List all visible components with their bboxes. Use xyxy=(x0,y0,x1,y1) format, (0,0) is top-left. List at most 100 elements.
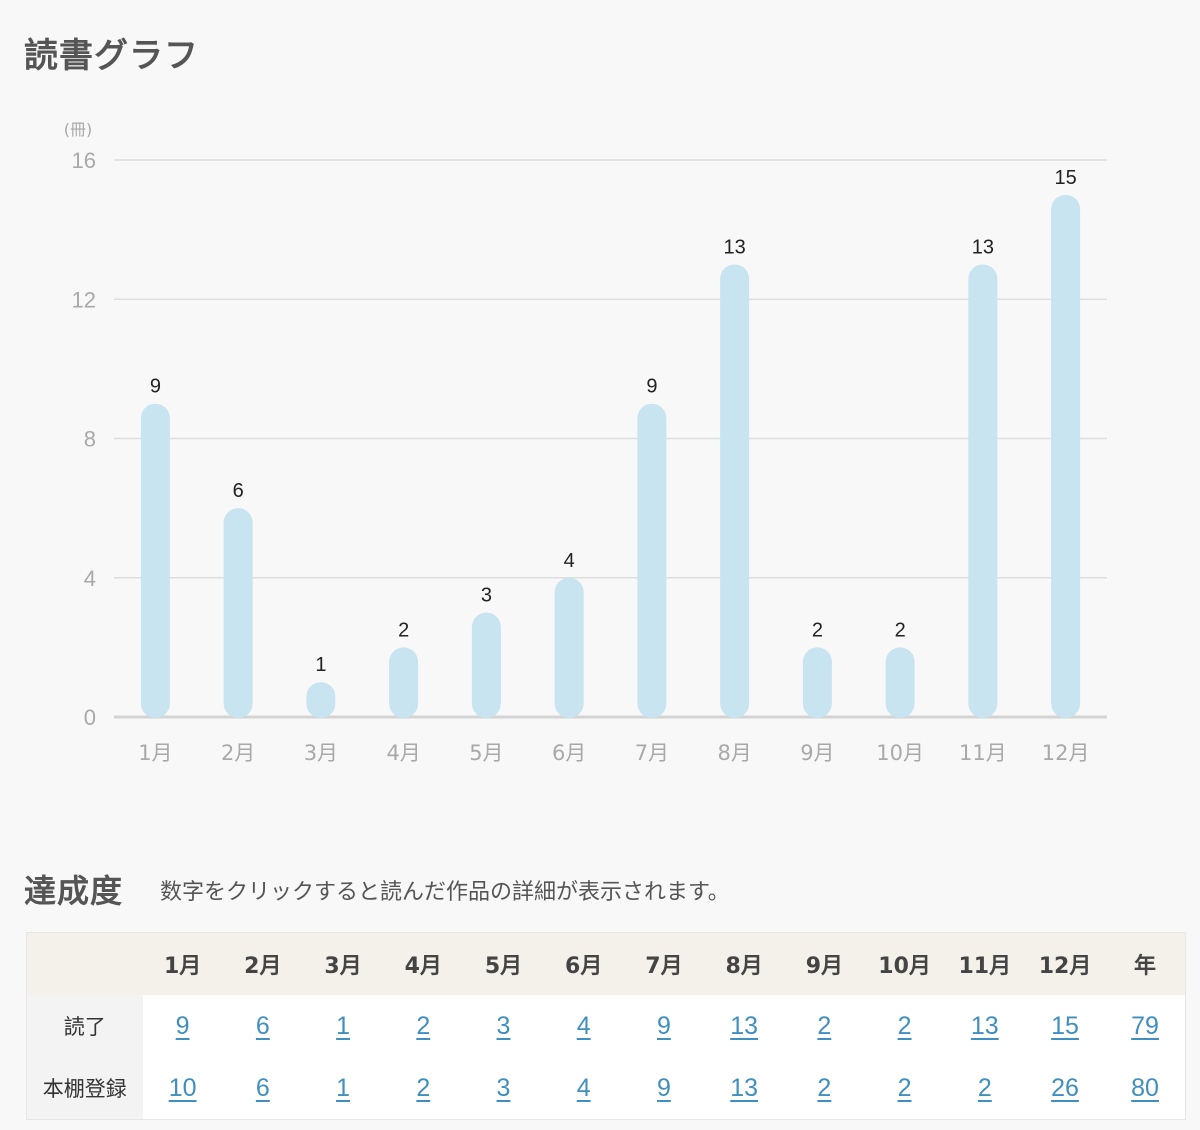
bar-4 xyxy=(389,647,419,718)
y-tick-label: 8 xyxy=(84,427,96,452)
y-axis-ticks: 0 4 8 12 16 xyxy=(72,148,96,730)
table-cell: 2 xyxy=(784,1057,864,1120)
y-tick-label: 12 xyxy=(72,287,96,312)
count-link[interactable]: 6 xyxy=(255,1073,270,1102)
x-axis-ticks: 1月 2月 3月 4月 5月 6月 7月 8月 9月 10月 11月 12月 xyxy=(138,741,1089,765)
count-link[interactable]: 2 xyxy=(817,1011,832,1040)
table-column-header: 2月 xyxy=(222,932,303,995)
count-link[interactable]: 2 xyxy=(897,1011,912,1040)
table-row-finished-row: 読了 9 6 1 2 3 4 9 13 2 2 13 15 79 xyxy=(26,995,1186,1057)
table-row-label: 本棚登録 xyxy=(26,1057,143,1120)
count-link[interactable]: 9 xyxy=(175,1011,190,1040)
count-link[interactable]: 2 xyxy=(977,1073,992,1102)
bar-11 xyxy=(968,264,998,718)
count-link[interactable]: 9 xyxy=(656,1073,671,1102)
table-cell: 26 xyxy=(1025,1057,1105,1120)
table-cell: 9 xyxy=(143,995,223,1057)
table-cell: 13 xyxy=(704,1057,784,1120)
table-column-header: 3月 xyxy=(302,932,384,995)
table-cell: 2 xyxy=(945,1057,1025,1120)
count-link[interactable]: 3 xyxy=(496,1011,511,1040)
table-row-label: 読了 xyxy=(26,995,143,1057)
table-cell: 4 xyxy=(544,1057,624,1120)
x-tick-label: 9月 xyxy=(800,741,834,765)
table-column-header: 10月 xyxy=(864,932,945,995)
table-column-header: 9月 xyxy=(784,932,865,995)
x-tick-label: 5月 xyxy=(469,741,503,765)
table-row-shelved-row: 本棚登録 10 6 1 2 3 4 9 13 2 2 2 26 80 xyxy=(26,1057,1186,1120)
bar-value-label: 3 xyxy=(481,585,492,607)
y-tick-label: 4 xyxy=(84,566,96,591)
count-link[interactable]: 79 xyxy=(1131,1011,1159,1040)
bar-value-label: 2 xyxy=(398,619,409,641)
table-column-header: 5月 xyxy=(463,932,544,995)
y-axis-unit-label: (冊) xyxy=(64,120,93,139)
table-cell: 3 xyxy=(463,995,543,1057)
count-link[interactable]: 1 xyxy=(336,1011,350,1040)
achievement-title: 達成度 xyxy=(24,872,124,910)
table-column-header: 8月 xyxy=(704,932,785,995)
table-column-header: 7月 xyxy=(623,932,705,995)
count-link[interactable]: 13 xyxy=(730,1011,759,1040)
count-link[interactable]: 4 xyxy=(576,1011,591,1040)
table-cell: 4 xyxy=(544,995,624,1057)
bar-value-label: 13 xyxy=(724,236,746,258)
count-link[interactable]: 3 xyxy=(496,1073,511,1102)
table-cell: 2 xyxy=(784,995,864,1057)
y-tick-label: 16 xyxy=(72,148,96,173)
bar-value-label: 6 xyxy=(233,480,244,502)
count-link[interactable]: 13 xyxy=(730,1073,759,1102)
achievement-table: 1月 2月 3月 4月 5月 6月 7月 8月 9月 10月 11月 12月年 読了 9 6 1 2 3 4 9 13… xyxy=(26,932,1186,1120)
bar-8 xyxy=(720,264,750,718)
bar-3 xyxy=(306,682,336,718)
bar-value-label: 4 xyxy=(564,550,575,572)
bar-2 xyxy=(223,508,253,718)
x-tick-label: 1月 xyxy=(138,741,172,765)
table-cell: 3 xyxy=(463,1057,543,1120)
table-column-header: 年 xyxy=(1105,932,1186,995)
count-link[interactable]: 13 xyxy=(970,1011,999,1040)
count-link[interactable]: 80 xyxy=(1131,1073,1159,1102)
count-link[interactable]: 2 xyxy=(897,1073,912,1102)
bar-value-label: 1 xyxy=(315,654,326,676)
table-cell: 80 xyxy=(1105,1057,1185,1120)
count-link[interactable]: 15 xyxy=(1051,1011,1079,1040)
bar-value-label: 13 xyxy=(972,236,994,258)
table-cell: 79 xyxy=(1105,995,1185,1057)
table-cell: 13 xyxy=(945,995,1025,1057)
table-cell: 6 xyxy=(223,1057,303,1120)
table-cell: 9 xyxy=(624,1057,704,1120)
table-column-header: 1月 xyxy=(142,932,223,995)
bar-6 xyxy=(554,577,584,718)
bar-value-label: 2 xyxy=(812,619,823,641)
table-column-header: 4月 xyxy=(383,932,464,995)
x-tick-label: 6月 xyxy=(552,741,586,765)
bar-10 xyxy=(885,647,915,718)
bar-7 xyxy=(637,403,667,718)
bar-5 xyxy=(471,612,501,718)
count-link[interactable]: 2 xyxy=(817,1073,832,1102)
table-cell: 2 xyxy=(383,995,463,1057)
table-corner-cell xyxy=(26,932,143,995)
table-cell: 1 xyxy=(303,995,383,1057)
count-link[interactable]: 2 xyxy=(416,1011,431,1040)
count-link[interactable]: 9 xyxy=(656,1011,671,1040)
bar-value-label: 2 xyxy=(895,619,906,641)
table-cell: 10 xyxy=(143,1057,223,1120)
chart-data-labels: 9 6 1 2 3 4 9 13 2 2 13 15 xyxy=(150,167,1077,676)
count-link[interactable]: 1 xyxy=(336,1073,350,1102)
table-cell: 1 xyxy=(303,1057,383,1120)
x-tick-label: 11月 xyxy=(959,741,1007,765)
count-link[interactable]: 6 xyxy=(255,1011,270,1040)
table-column-header: 11月 xyxy=(944,932,1025,995)
count-link[interactable]: 2 xyxy=(416,1073,431,1102)
count-link[interactable]: 10 xyxy=(168,1073,197,1102)
table-column-header: 12月 xyxy=(1024,932,1106,995)
count-link[interactable]: 26 xyxy=(1051,1073,1079,1102)
chart-gridlines xyxy=(114,159,1107,719)
y-tick-label: 0 xyxy=(84,705,96,730)
x-tick-label: 10月 xyxy=(876,741,924,765)
table-cell: 2 xyxy=(383,1057,463,1120)
count-link[interactable]: 4 xyxy=(576,1073,591,1102)
